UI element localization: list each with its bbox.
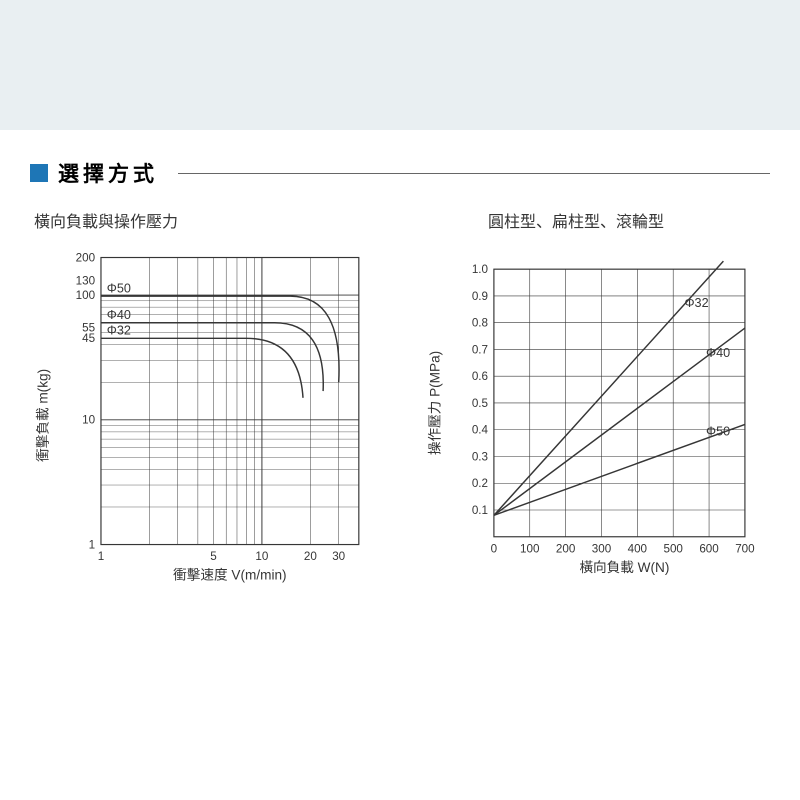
right-chart-subtitle: 圓柱型、扁柱型、滾輪型 (488, 208, 778, 232)
svg-text:Φ40: Φ40 (107, 308, 131, 322)
svg-text:10: 10 (82, 414, 95, 427)
svg-text:5: 5 (210, 550, 216, 563)
svg-text:1: 1 (89, 538, 95, 551)
svg-text:Φ50: Φ50 (107, 281, 131, 295)
svg-text:0.2: 0.2 (472, 477, 488, 490)
svg-text:衝擊負載 m(kg): 衝擊負載 m(kg) (34, 369, 50, 462)
svg-text:操作壓力 P(MPa): 操作壓力 P(MPa) (427, 351, 442, 455)
pressure-load-chart: 0 100 200 300 400 500 600 700 0.1 0.2 0.3 0.4 0.5 0.6… (418, 240, 778, 600)
svg-text:55: 55 (82, 321, 95, 334)
svg-text:600: 600 (699, 542, 719, 555)
svg-text:130: 130 (76, 275, 96, 288)
header-band (0, 0, 800, 130)
svg-text:400: 400 (628, 542, 648, 555)
right-chart-block: 圓柱型、扁柱型、滾輪型 0 100 200 300 400 500 600 700 0.1 0.2… (418, 208, 778, 605)
svg-text:0.6: 0.6 (472, 370, 488, 383)
svg-text:Φ40: Φ40 (706, 346, 730, 360)
svg-text:0.3: 0.3 (472, 450, 488, 463)
svg-text:Φ32: Φ32 (684, 296, 708, 310)
impact-load-chart: 110455510013020015102030Φ32Φ40Φ50衝擊速度 V(… (28, 240, 388, 600)
section-title: 選擇方式 (58, 158, 158, 188)
svg-text:10: 10 (255, 550, 268, 563)
svg-text:0.9: 0.9 (472, 290, 488, 303)
svg-text:30: 30 (332, 550, 345, 563)
svg-text:衝擊速度 V(m/min): 衝擊速度 V(m/min) (173, 567, 286, 583)
svg-text:Φ50: Φ50 (706, 424, 730, 438)
svg-text:0.5: 0.5 (472, 397, 488, 410)
svg-text:0.8: 0.8 (472, 317, 488, 330)
charts-row: 橫向負載與操作壓力 110455510013020015102030Φ32Φ40… (0, 208, 800, 605)
svg-text:200: 200 (556, 542, 576, 555)
svg-text:20: 20 (304, 550, 317, 563)
svg-text:0: 0 (491, 542, 498, 555)
svg-text:300: 300 (592, 542, 612, 555)
svg-text:100: 100 (520, 542, 540, 555)
svg-text:Φ32: Φ32 (107, 323, 131, 337)
svg-text:0.7: 0.7 (472, 343, 488, 356)
svg-text:橫向負載 W(N): 橫向負載 W(N) (579, 560, 669, 575)
left-chart-subtitle: 橫向負載與操作壓力 (34, 208, 388, 232)
svg-text:1.0: 1.0 (472, 263, 489, 276)
svg-text:0.1: 0.1 (472, 504, 488, 517)
svg-text:1: 1 (98, 550, 104, 563)
svg-text:700: 700 (735, 542, 755, 555)
svg-text:200: 200 (76, 251, 96, 264)
accent-bar (30, 164, 48, 182)
svg-text:100: 100 (76, 289, 96, 302)
left-chart-block: 橫向負載與操作壓力 110455510013020015102030Φ32Φ40… (28, 208, 388, 605)
svg-text:500: 500 (663, 542, 683, 555)
title-rule (178, 173, 770, 174)
svg-text:0.4: 0.4 (472, 424, 489, 437)
section-title-row: 選擇方式 (30, 158, 800, 188)
